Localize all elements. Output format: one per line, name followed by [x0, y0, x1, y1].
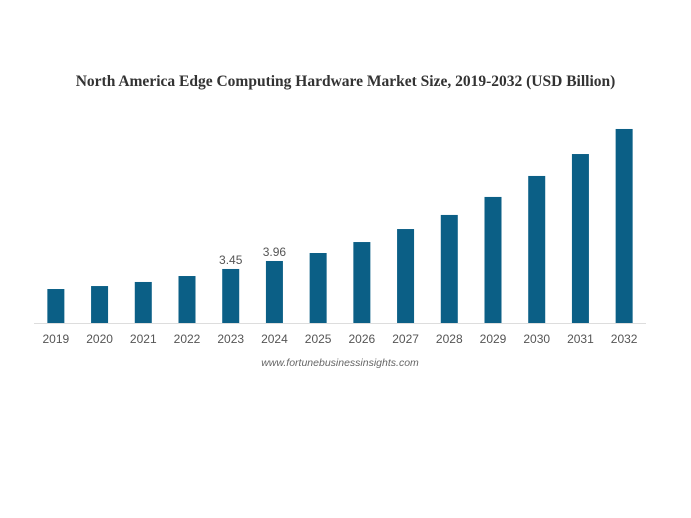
x-tick-2026: 2026 [349, 332, 376, 346]
x-tick-2028: 2028 [436, 332, 463, 346]
x-tick-2020: 2020 [86, 332, 113, 346]
x-tick-2032: 2032 [611, 332, 638, 346]
x-tick-2022: 2022 [174, 332, 201, 346]
x-tick-2031: 2031 [567, 332, 594, 346]
bar-2020 [91, 286, 109, 323]
bar-2023 [222, 268, 240, 323]
data-labels: 3.45 3.96 [219, 245, 286, 267]
x-tick-2019: 2019 [43, 332, 70, 346]
bar-2025 [309, 252, 327, 323]
bar-2024 [265, 260, 283, 323]
bar-2022 [178, 276, 196, 323]
x-tick-2021: 2021 [130, 332, 157, 346]
bar-2030 [528, 175, 546, 323]
source-credit: www.fortunebusinessinsights.com [261, 357, 419, 369]
bar-2019 [47, 289, 65, 323]
bar-2032 [615, 128, 633, 323]
bars-group [47, 128, 633, 323]
data-label-2023: 3.45 [219, 253, 243, 267]
x-tick-2029: 2029 [480, 332, 507, 346]
x-tick-2030: 2030 [523, 332, 550, 346]
x-tick-2025: 2025 [305, 332, 332, 346]
bar-2028 [440, 214, 458, 323]
bar-2026 [353, 242, 371, 323]
x-tick-labels: 2019 2020 2021 2022 2023 2024 2025 2026 2027 2028… [43, 332, 638, 346]
bar-2031 [571, 154, 589, 323]
bar-2027 [397, 229, 415, 323]
chart-title: North America Edge Computing Hardware Ma… [75, 73, 616, 90]
bar-2029 [484, 196, 502, 323]
data-label-2024: 3.96 [263, 245, 287, 259]
x-tick-2027: 2027 [392, 332, 419, 346]
x-tick-2024: 2024 [261, 332, 288, 346]
bar-2021 [134, 281, 152, 323]
x-tick-2023: 2023 [217, 332, 244, 346]
